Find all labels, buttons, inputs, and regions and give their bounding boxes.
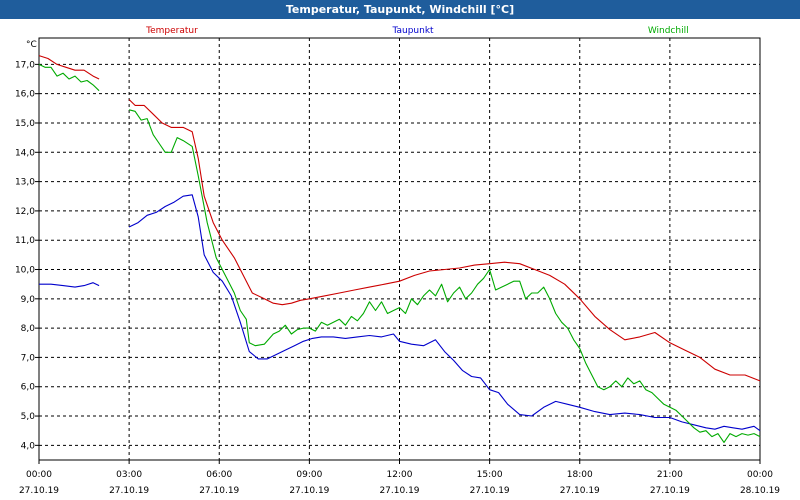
series-line-windchill <box>128 109 761 443</box>
x-tick-date: 27.10.19 <box>19 486 59 496</box>
y-tick-label: 6,0 <box>21 383 36 393</box>
series-line-windchill <box>38 63 100 92</box>
chart-title-bar: Temperatur, Taupunkt, Windchill [°C] <box>0 0 800 19</box>
x-tick-date: 27.10.19 <box>289 486 329 496</box>
series-line-taupunkt <box>128 194 761 432</box>
x-tick-date: 27.10.19 <box>560 486 600 496</box>
x-axis-ticks: 00:00 27.10.19 03:00 27.10.19 06:00 27.10.19 0… <box>19 460 780 496</box>
chart-title: Temperatur, Taupunkt, Windchill [°C] <box>285 3 515 16</box>
x-tick-date: 27.10.19 <box>379 486 419 496</box>
x-tick-date: 28.10.19 <box>740 486 780 496</box>
y-tick-label: 5,0 <box>21 412 36 422</box>
legend-windchill: Windchill <box>648 26 689 36</box>
legend-temperatur: Temperatur <box>145 26 198 36</box>
series-line-temperatur <box>38 55 100 80</box>
y-axis-ticks: 4,0 5,0 6,0 7,0 8,0 9,0 10,0 11,0 12,0 13,0 14,0 15… <box>15 60 39 451</box>
x-tick-time: 06:00 <box>206 470 232 480</box>
y-tick-label: 13,0 <box>15 178 35 188</box>
x-tick-date: 27.10.19 <box>470 486 510 496</box>
legend: Temperatur Taupunkt Windchill <box>145 26 688 36</box>
x-tick-date: 27.10.19 <box>199 486 239 496</box>
y-tick-label: 8,0 <box>21 324 36 334</box>
y-tick-label: 4,0 <box>21 441 36 451</box>
x-tick-time: 00:00 <box>747 470 773 480</box>
x-tick-time: 12:00 <box>387 470 413 480</box>
grid-lines <box>39 38 760 460</box>
y-tick-label: 14,0 <box>15 148 35 158</box>
y-tick-label: 9,0 <box>21 295 36 305</box>
y-tick-label: 15,0 <box>15 119 35 129</box>
x-tick-time: 21:00 <box>657 470 683 480</box>
y-tick-label: 11,0 <box>15 236 35 246</box>
y-tick-label: 16,0 <box>15 90 35 100</box>
series-line-taupunkt <box>39 282 100 288</box>
x-tick-time: 15:00 <box>477 470 503 480</box>
x-tick-time: 03:00 <box>116 470 142 480</box>
y-tick-label: 17,0 <box>15 60 35 70</box>
y-tick-label: 7,0 <box>21 353 36 363</box>
x-tick-time: 00:00 <box>26 470 52 480</box>
x-tick-date: 27.10.19 <box>650 486 690 496</box>
x-tick-time: 09:00 <box>296 470 322 480</box>
y-tick-label: 12,0 <box>15 207 35 217</box>
series-lines <box>38 55 761 443</box>
x-tick-time: 18:00 <box>567 470 593 480</box>
series-line-temperatur <box>128 99 761 382</box>
x-tick-date: 27.10.19 <box>109 486 149 496</box>
legend-taupunkt: Taupunkt <box>391 26 434 36</box>
y-axis-unit: °C <box>26 40 37 50</box>
y-tick-label: 10,0 <box>15 266 35 276</box>
